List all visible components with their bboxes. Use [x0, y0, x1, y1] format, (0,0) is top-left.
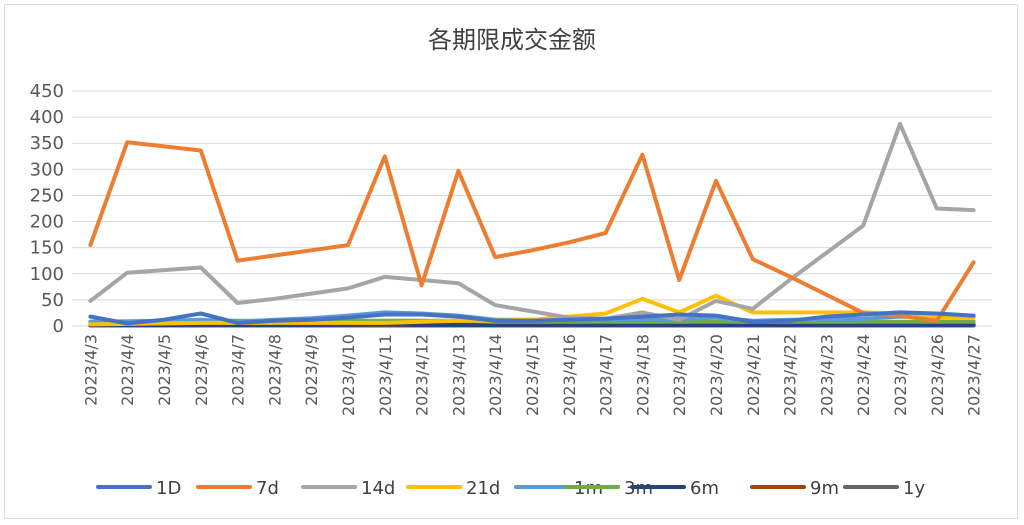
series-line-7d	[88, 140, 976, 323]
x-tick-label: 2023/4/23	[817, 334, 836, 416]
x-tick-label: 2023/4/20	[707, 334, 726, 416]
x-tick-label: 2023/4/12	[413, 334, 432, 416]
y-tick-label: 400	[30, 107, 64, 128]
x-tick-label: 2023/4/17	[597, 334, 616, 416]
x-tick-label: 2023/4/19	[670, 334, 689, 416]
x-tick-label: 2023/4/4	[118, 334, 137, 406]
y-tick-label: 200	[30, 212, 64, 233]
series-lines	[88, 121, 976, 328]
x-tick-label: 2023/4/24	[854, 334, 873, 416]
y-tick-label: 100	[30, 264, 64, 285]
y-tick-label: 250	[30, 185, 64, 206]
legend: 1D7d14d21d1m3m6m9m1y	[96, 478, 925, 499]
x-tick-label: 2023/4/15	[523, 334, 542, 416]
y-tick-label: 450	[30, 81, 64, 102]
x-tick-label: 2023/4/27	[965, 334, 984, 416]
x-tick-label: 2023/4/13	[449, 334, 468, 416]
gridlines	[72, 90, 992, 327]
chart-title: 各期限成交金额	[428, 26, 596, 54]
series-line-14d	[88, 121, 976, 322]
x-tick-label: 2023/4/10	[339, 334, 358, 416]
y-tick-label: 0	[53, 316, 64, 337]
legend-label-6m: 6m	[690, 478, 719, 499]
legend-label-1d: 1D	[156, 478, 181, 499]
legend-label-9m: 9m	[810, 478, 839, 499]
x-axis-ticks: 2023/4/3 2023/4/4 2023/4/5 2023/4/6 2023/4/7…	[81, 334, 983, 416]
legend-label-21d: 21d	[466, 478, 500, 499]
legend-label-1y: 1y	[903, 478, 925, 499]
x-tick-label: 2023/4/26	[928, 334, 947, 416]
y-tick-label: 150	[30, 238, 64, 259]
legend-label-14d: 14d	[361, 478, 395, 499]
x-tick-label: 2023/4/3	[81, 334, 100, 406]
series-line-6m	[88, 322, 976, 327]
x-tick-label: 2023/4/11	[376, 334, 395, 416]
x-tick-label: 2023/4/7	[229, 334, 248, 406]
x-tick-label: 2023/4/18	[633, 334, 652, 416]
y-tick-label: 350	[30, 133, 64, 154]
x-tick-label: 2023/4/22	[781, 334, 800, 416]
y-tick-label: 50	[41, 290, 64, 311]
x-tick-label: 2023/4/8	[265, 334, 284, 406]
x-tick-label: 2023/4/5	[155, 334, 174, 406]
x-tick-label: 2023/4/16	[560, 334, 579, 416]
x-tick-label: 2023/4/25	[891, 334, 910, 416]
legend-label-7d: 7d	[256, 478, 279, 499]
x-tick-label: 2023/4/6	[192, 334, 211, 406]
x-tick-label: 2023/4/14	[486, 334, 505, 416]
chart-frame	[4, 4, 1018, 519]
x-tick-label: 2023/4/21	[744, 334, 763, 416]
series-line-1d	[88, 310, 976, 326]
y-axis-ticks: 0 50 100 150 200 250 300 350 400 450	[30, 81, 64, 337]
x-tick-label: 2023/4/9	[302, 334, 321, 406]
y-tick-label: 300	[30, 159, 64, 180]
